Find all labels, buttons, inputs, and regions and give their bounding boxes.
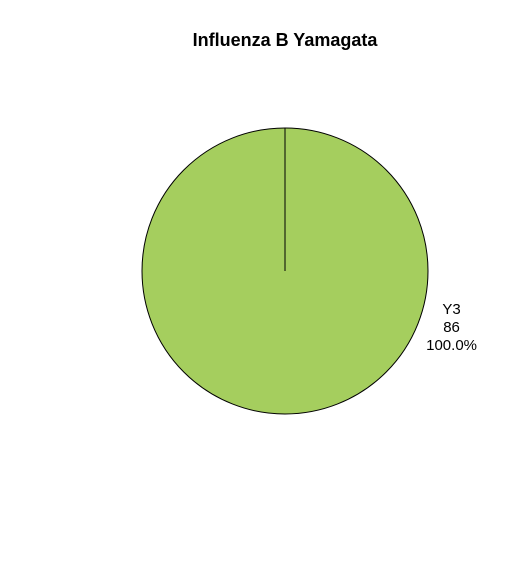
slice-label-count: 86	[443, 319, 460, 336]
slice-label-percent: 100.0%	[426, 337, 477, 354]
chart-title: Influenza B Yamagata	[193, 30, 379, 50]
slice-label-name: Y3	[442, 301, 460, 318]
pie-slices	[141, 127, 429, 415]
